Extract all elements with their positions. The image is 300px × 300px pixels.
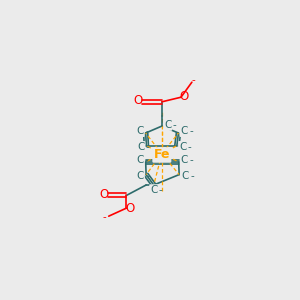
Text: -: - <box>173 120 176 130</box>
Text: -: - <box>189 126 193 136</box>
Text: C: C <box>136 126 144 136</box>
Text: Fe: Fe <box>154 148 170 161</box>
Text: -: - <box>145 126 149 136</box>
Text: C: C <box>181 126 188 136</box>
Text: -: - <box>188 142 191 152</box>
Text: C: C <box>164 120 171 130</box>
Text: O: O <box>180 90 189 103</box>
Text: -: - <box>190 171 194 181</box>
Text: C: C <box>137 171 144 181</box>
Text: O: O <box>134 94 143 107</box>
Text: C: C <box>137 142 145 152</box>
Text: C: C <box>181 171 189 181</box>
Text: -: - <box>190 155 193 165</box>
Text: -: - <box>159 185 163 195</box>
Text: -: - <box>146 142 150 152</box>
Text: C: C <box>179 142 186 152</box>
Text: C: C <box>150 185 158 195</box>
Text: O: O <box>125 202 135 215</box>
Text: -: - <box>191 75 195 85</box>
Text: O: O <box>100 188 109 201</box>
Text: -: - <box>103 212 106 222</box>
Text: -: - <box>145 155 149 165</box>
Text: C: C <box>181 155 188 165</box>
Text: C: C <box>136 155 144 165</box>
Text: -: - <box>146 171 149 181</box>
